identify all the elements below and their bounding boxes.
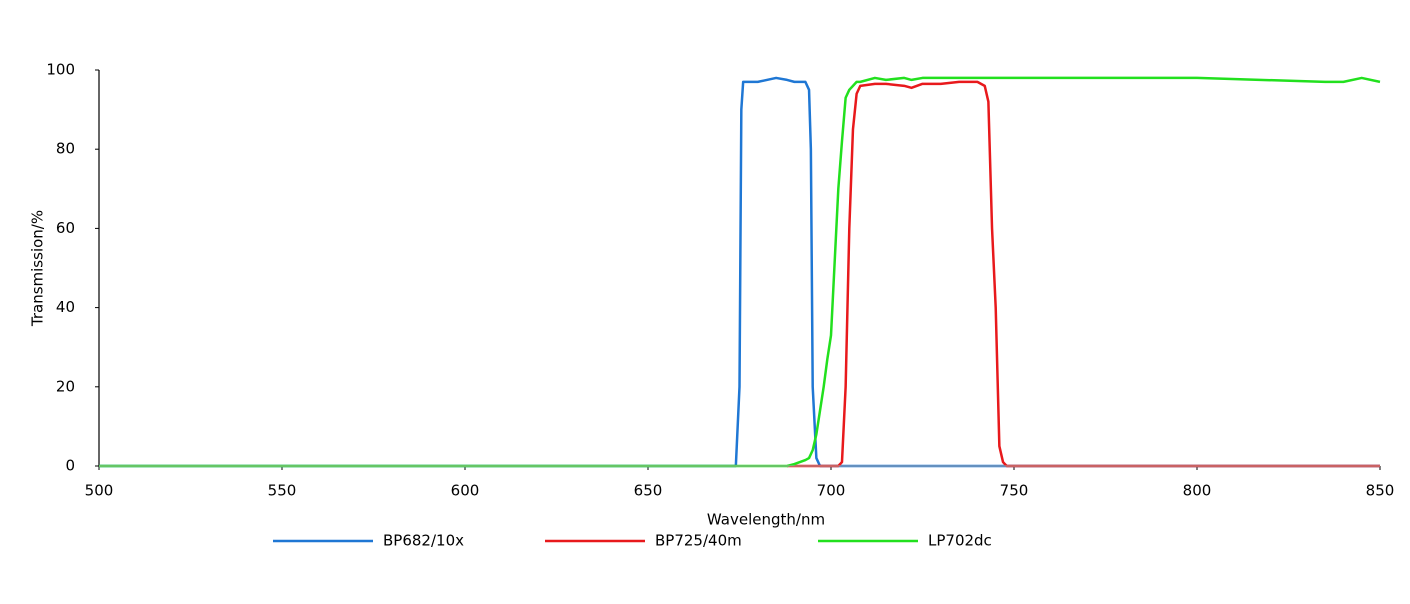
x-tick-label: 750 xyxy=(1000,482,1029,500)
x-tick-label: 650 xyxy=(634,482,663,500)
x-tick-label: 500 xyxy=(85,482,114,500)
y-tick-label: 20 xyxy=(56,377,75,395)
y-tick-label: 80 xyxy=(56,140,75,158)
legend-label: BP682/10x xyxy=(383,532,464,550)
x-tick-label: 550 xyxy=(268,482,297,500)
x-tick-label: 800 xyxy=(1183,482,1212,500)
series-line xyxy=(99,76,1380,468)
legend-label: BP725/40m xyxy=(655,532,742,550)
x-tick-label: 700 xyxy=(817,482,846,500)
x-axis-label: Wavelength/nm xyxy=(707,511,825,529)
x-tick-label: 600 xyxy=(451,482,480,500)
series-line xyxy=(787,80,1380,468)
y-axis-label: Transmission/% xyxy=(29,210,47,327)
y-tick-label: 60 xyxy=(56,219,75,237)
x-tick-label: 850 xyxy=(1366,482,1395,500)
series-line xyxy=(99,76,1381,468)
legend-label: LP702dc xyxy=(928,532,992,550)
y-tick-label: 100 xyxy=(46,61,75,79)
y-tick-label: 40 xyxy=(56,298,75,316)
y-tick-label: 0 xyxy=(65,457,75,475)
